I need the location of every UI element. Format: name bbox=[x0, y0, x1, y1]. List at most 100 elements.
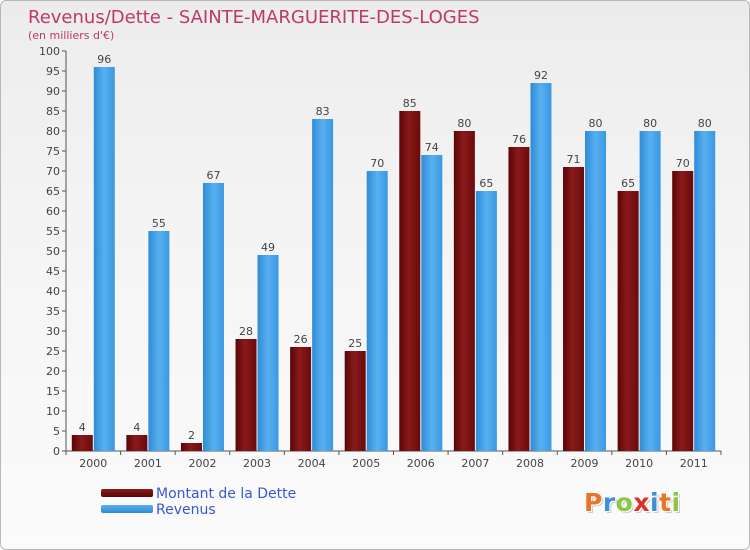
bar-revenue bbox=[694, 131, 716, 451]
data-label-debt: 80 bbox=[457, 117, 471, 130]
legend-swatch-debt bbox=[101, 489, 153, 497]
data-label-revenue: 96 bbox=[97, 53, 111, 66]
legend-label-debt: Montant de la Dette bbox=[156, 486, 297, 502]
logo-letter: o bbox=[615, 488, 634, 517]
y-tick-label: 35 bbox=[46, 305, 60, 318]
x-tick-label: 2011 bbox=[680, 457, 708, 470]
y-tick-label: 95 bbox=[46, 65, 60, 78]
y-tick-label: 65 bbox=[46, 185, 60, 198]
y-tick-label: 85 bbox=[46, 105, 60, 118]
y-tick-label: 40 bbox=[46, 285, 60, 298]
x-tick-label: 2005 bbox=[352, 457, 380, 470]
data-label-revenue: 92 bbox=[534, 69, 548, 82]
bar-debt bbox=[399, 111, 421, 451]
y-tick-label: 70 bbox=[46, 165, 60, 178]
bar-debt bbox=[617, 191, 639, 451]
bar-revenue bbox=[421, 155, 443, 451]
logo-letter: i bbox=[671, 488, 681, 517]
x-tick-label: 2002 bbox=[188, 457, 216, 470]
bar-debt bbox=[563, 167, 585, 451]
logo-letter: r bbox=[602, 488, 616, 517]
y-tick-label: 30 bbox=[46, 325, 60, 338]
data-label-debt: 2 bbox=[188, 429, 195, 442]
data-label-debt: 76 bbox=[512, 133, 526, 146]
bar-debt bbox=[126, 435, 148, 451]
y-tick-label: 75 bbox=[46, 145, 60, 158]
bar-revenue bbox=[366, 171, 388, 451]
y-tick-label: 55 bbox=[46, 225, 60, 238]
data-label-revenue: 55 bbox=[152, 217, 166, 230]
data-label-debt: 70 bbox=[676, 157, 690, 170]
bar-revenue bbox=[639, 131, 661, 451]
x-tick-label: 2004 bbox=[298, 457, 326, 470]
bar-debt bbox=[235, 339, 257, 451]
data-label-debt: 65 bbox=[621, 177, 635, 190]
bar-debt bbox=[344, 351, 366, 451]
data-label-debt: 71 bbox=[567, 153, 581, 166]
bar-revenue bbox=[530, 83, 552, 451]
x-tick-label: 2001 bbox=[134, 457, 162, 470]
legend-item-revenue: Revenus bbox=[101, 502, 296, 518]
data-label-debt: 4 bbox=[79, 421, 86, 434]
logo-letter: P bbox=[584, 488, 603, 517]
y-tick-label: 100 bbox=[39, 45, 60, 58]
data-label-revenue: 70 bbox=[370, 157, 384, 170]
legend-item-debt: Montant de la Dette bbox=[101, 486, 296, 502]
data-label-debt: 26 bbox=[294, 333, 308, 346]
data-label-debt: 85 bbox=[403, 97, 417, 110]
y-tick-label: 60 bbox=[46, 205, 60, 218]
bar-debt bbox=[71, 435, 93, 451]
chart-title: Revenus/Dette - SAINTE-MARGUERITE-DES-LO… bbox=[28, 7, 480, 28]
bar-revenue bbox=[93, 67, 115, 451]
x-tick-label: 2000 bbox=[79, 457, 107, 470]
bar-debt bbox=[290, 347, 312, 451]
bar-debt bbox=[180, 443, 202, 451]
bar-debt bbox=[453, 131, 475, 451]
data-label-revenue: 83 bbox=[316, 105, 330, 118]
x-tick-label: 2007 bbox=[461, 457, 489, 470]
logo-letter: x bbox=[633, 488, 650, 517]
bar-revenue bbox=[257, 255, 279, 451]
data-label-debt: 25 bbox=[348, 337, 362, 350]
x-tick-label: 2006 bbox=[407, 457, 435, 470]
chart-subtitle: (en milliers d'€) bbox=[28, 29, 115, 42]
y-tick-label: 25 bbox=[46, 345, 60, 358]
data-label-revenue: 80 bbox=[589, 117, 603, 130]
data-label-revenue: 80 bbox=[698, 117, 712, 130]
x-tick-label: 2010 bbox=[625, 457, 653, 470]
bar-revenue bbox=[148, 231, 170, 451]
y-tick-label: 0 bbox=[53, 445, 60, 458]
bar-revenue bbox=[585, 131, 607, 451]
bar-revenue bbox=[475, 191, 497, 451]
x-tick-label: 2009 bbox=[571, 457, 599, 470]
proxiti-logo: Proxiti bbox=[584, 488, 681, 517]
logo-letter: t bbox=[659, 488, 672, 517]
logo-letter: i bbox=[650, 488, 660, 517]
bar-revenue bbox=[202, 183, 224, 451]
data-label-revenue: 80 bbox=[643, 117, 657, 130]
y-tick-label: 10 bbox=[46, 405, 60, 418]
y-tick-label: 90 bbox=[46, 85, 60, 98]
y-tick-label: 5 bbox=[53, 425, 60, 438]
data-label-revenue: 67 bbox=[206, 169, 220, 182]
y-tick-label: 20 bbox=[46, 365, 60, 378]
data-label-revenue: 74 bbox=[425, 141, 439, 154]
data-label-debt: 28 bbox=[239, 325, 253, 338]
x-tick-label: 2008 bbox=[516, 457, 544, 470]
data-label-revenue: 65 bbox=[479, 177, 493, 190]
bar-debt bbox=[672, 171, 694, 451]
data-label-revenue: 49 bbox=[261, 241, 275, 254]
bar-revenue bbox=[312, 119, 334, 451]
x-tick-label: 2003 bbox=[243, 457, 271, 470]
legend-swatch-revenue bbox=[101, 505, 153, 513]
legend: Montant de la Dette Revenus bbox=[101, 486, 296, 518]
y-tick-label: 80 bbox=[46, 125, 60, 138]
legend-label-revenue: Revenus bbox=[156, 502, 216, 518]
bar-debt bbox=[508, 147, 530, 451]
y-tick-label: 45 bbox=[46, 265, 60, 278]
y-tick-label: 15 bbox=[46, 385, 60, 398]
data-label-debt: 4 bbox=[133, 421, 140, 434]
y-tick-label: 50 bbox=[46, 245, 60, 258]
